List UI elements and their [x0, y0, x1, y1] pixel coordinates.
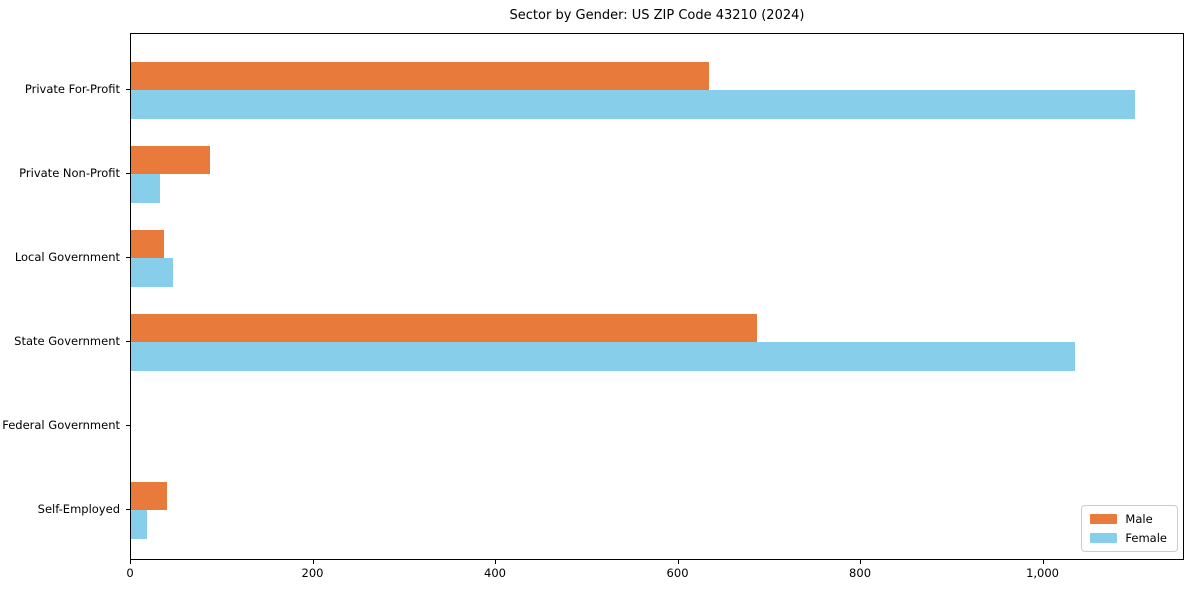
y-tick-mark [126, 341, 130, 342]
male-series-swatch [1090, 514, 1118, 524]
x-tick-mark [495, 560, 497, 564]
female-series-swatch [1090, 533, 1118, 543]
legend-item-female: Female [1090, 532, 1167, 544]
bar-male-self-employed [131, 481, 167, 510]
y-tick-mark [126, 509, 130, 510]
bar-female-private-for-profit [131, 90, 1135, 119]
y-tick-label-private-for-profit: Private For-Profit [24, 82, 120, 96]
y-tick-mark [126, 257, 130, 258]
x-tick-mark [1042, 560, 1044, 564]
y-tick-label-private-non-profit: Private Non-Profit [19, 166, 120, 180]
y-tick-label-self-employed: Self-Employed [37, 502, 120, 516]
legend-label-male: Male [1125, 512, 1153, 526]
x-tick-mark [130, 560, 131, 564]
x-tick-label-600: 600 [666, 566, 689, 580]
x-tick-label-200: 200 [301, 566, 324, 580]
bar-male-local-government [131, 229, 164, 258]
y-tick-label-federal-government: Federal Government [2, 418, 120, 432]
bar-female-self-employed [131, 510, 148, 539]
y-tick-mark [126, 173, 130, 174]
bar-male-private-for-profit [131, 61, 709, 90]
legend: Male Female [1081, 505, 1178, 552]
bar-female-state-government [131, 342, 1075, 371]
legend-item-male: Male [1090, 513, 1167, 525]
bar-male-private-non-profit [131, 145, 211, 174]
bar-female-private-non-profit [131, 174, 161, 203]
plot-area: Male Female [130, 33, 1184, 560]
x-tick-mark [312, 560, 314, 564]
x-tick-label-0: 0 [126, 566, 134, 580]
chart-title: Sector by Gender: US ZIP Code 43210 (202… [509, 8, 805, 23]
y-tick-mark [126, 89, 130, 90]
y-tick-label-state-government: State Government [14, 334, 120, 348]
x-tick-mark [860, 560, 862, 564]
x-tick-mark [677, 560, 679, 564]
legend-label-female: Female [1125, 531, 1167, 545]
bar-male-state-government [131, 313, 757, 342]
bar-female-local-government [131, 258, 173, 287]
x-tick-label-800: 800 [849, 566, 872, 580]
x-tick-label-400: 400 [484, 566, 506, 580]
x-tick-label-1000: 1,000 [1026, 566, 1060, 580]
y-tick-label-local-government: Local Government [14, 250, 120, 264]
y-tick-mark [126, 425, 130, 426]
